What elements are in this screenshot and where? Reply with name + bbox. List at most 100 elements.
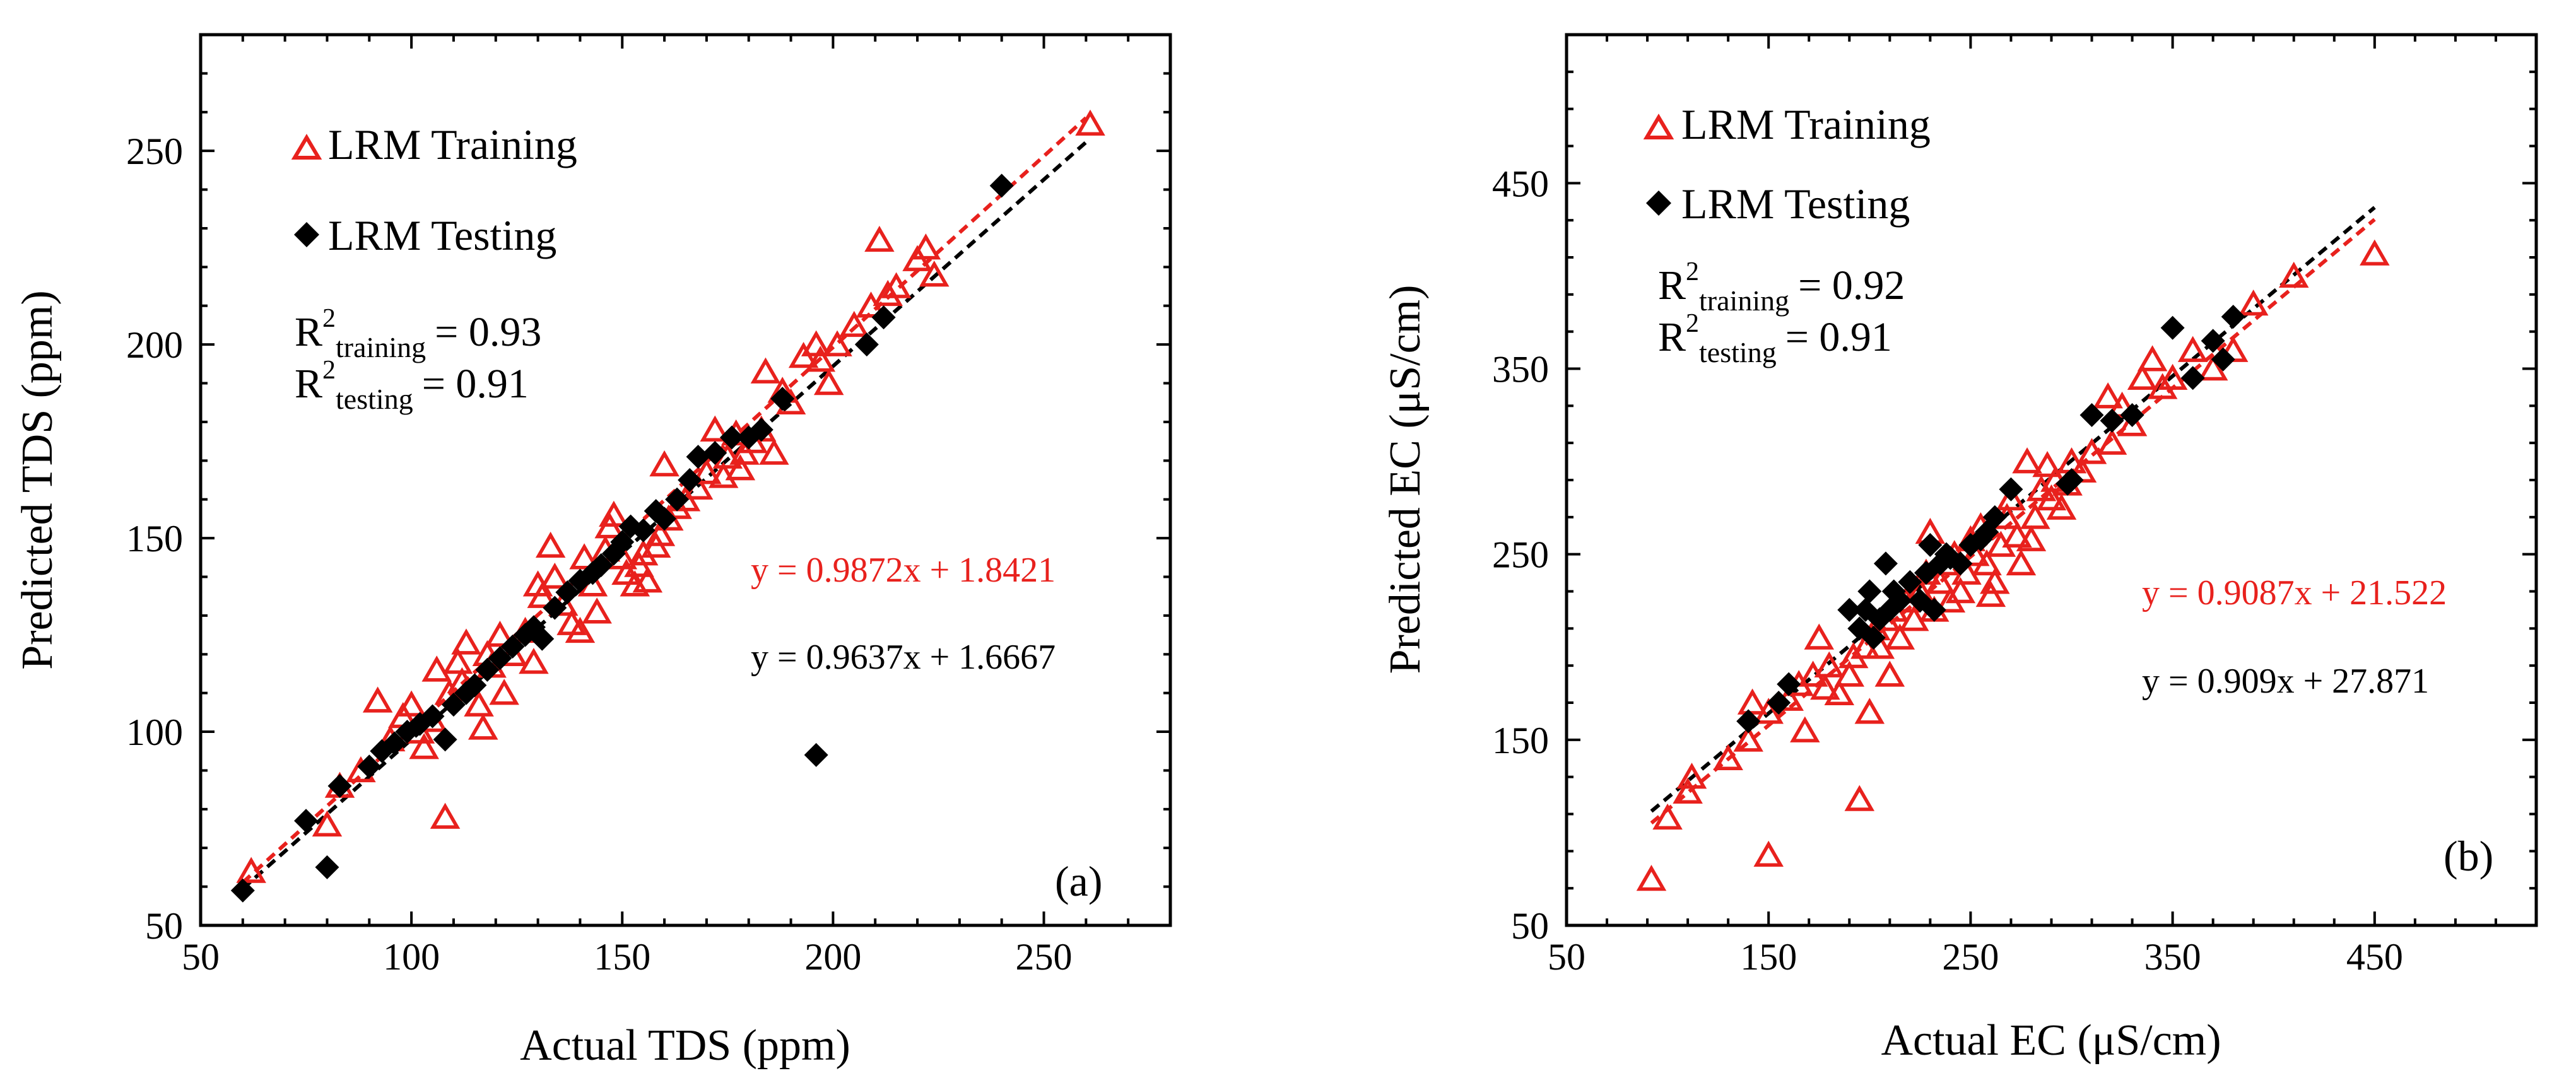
y-tick-label: 250 (126, 131, 183, 172)
training-point (396, 690, 426, 717)
testing-point (1857, 579, 1882, 604)
training-point (1713, 744, 1743, 770)
x-tick-label: 450 (2346, 936, 2403, 978)
testing-point (1736, 709, 1761, 734)
testing-point (2160, 315, 2185, 340)
testing-point (1898, 570, 1922, 594)
training-point (1673, 777, 1703, 804)
r2-testing-text: R2testing = 0.91 (1658, 309, 1892, 368)
training-point (1804, 623, 1835, 650)
training-point (649, 450, 679, 477)
training-point (759, 438, 789, 465)
testing-point (720, 425, 744, 450)
training-point (527, 582, 558, 608)
panel-b-y-axis-title: Predicted EC (μS/cm) (1381, 285, 1430, 674)
testing-point (2079, 403, 2104, 428)
training-point (2016, 525, 2047, 551)
training-point (1899, 605, 1929, 631)
legend-training-label: LRM Training (1681, 100, 1931, 148)
training-point (691, 458, 722, 484)
y-tick-label: 150 (1492, 720, 1549, 761)
training-point (1925, 568, 1956, 594)
panel-b-points (1636, 239, 2390, 891)
panel-b: 50 150 250 350 450 50 150 250 350 450 LRM Trainin… (1381, 33, 2538, 1065)
panel-a-x-axis-title: Actual TDS (ppm) (520, 1021, 850, 1070)
panel-b-x-axis-title: Actual EC (μS/cm) (1881, 1016, 2221, 1065)
training-point (1075, 109, 1105, 136)
testing-point (989, 173, 1014, 198)
training-point (2278, 261, 2309, 288)
training-point (1814, 651, 1845, 677)
y-tick-label: 450 (1492, 163, 1549, 204)
y-tick-label: 50 (1511, 905, 1549, 947)
equation-training: y = 0.9872x + 1.8421 (751, 551, 1056, 590)
testing-point (1767, 691, 1791, 715)
testing-point (420, 704, 445, 729)
legend-training-marker-icon (1643, 114, 1674, 139)
training-point (725, 454, 756, 481)
testing-point (357, 754, 382, 779)
y-tick-label: 50 (145, 905, 183, 947)
testing-point (315, 855, 339, 879)
testing-point (589, 553, 613, 578)
training-point (881, 272, 912, 298)
y-tick-label: 100 (126, 712, 183, 753)
testing-point (327, 773, 352, 798)
training-point (864, 225, 895, 252)
testing-point (2180, 366, 2205, 390)
testing-point (1999, 477, 2023, 501)
panel-a-points (230, 109, 1105, 903)
x-tick-label: 150 (1740, 936, 1797, 978)
training-point (1854, 698, 1885, 724)
y-tick-label: 200 (126, 324, 183, 366)
training-point (1975, 580, 2006, 607)
panel-b-tick-labels: 50 150 250 350 450 50 150 250 350 450 (1492, 163, 2403, 978)
testing-point (686, 445, 710, 469)
training-point (822, 330, 852, 356)
testing-point (749, 418, 773, 442)
training-point (813, 369, 844, 396)
training-point (2036, 484, 2067, 511)
training-point (611, 558, 642, 585)
panel-a-legend: LRM Training LRM Testing (291, 120, 577, 259)
testing-point (475, 657, 500, 682)
training-point (632, 566, 663, 593)
testing-point (1861, 626, 1886, 650)
equation-testing: y = 0.9637x + 1.6667 (751, 638, 1056, 677)
equation-testing: y = 0.909x + 27.871 (2142, 662, 2429, 701)
testing-point (2201, 329, 2225, 353)
training-point (1790, 716, 1820, 742)
training-point (535, 531, 566, 558)
testing-point (462, 673, 487, 698)
panel-b-r2: R2training = 0.92 R2testing = 0.91 (1658, 257, 1905, 368)
training-point (236, 857, 266, 883)
training-point (1834, 660, 1865, 687)
testing-point (230, 878, 255, 903)
testing-point (2221, 305, 2245, 329)
legend-testing-marker-icon (294, 222, 319, 247)
training-point (582, 597, 612, 624)
testing-point (804, 742, 828, 767)
x-tick-label: 250 (1942, 936, 1999, 978)
training-point (2020, 503, 2050, 529)
panel-a-r2: R2training = 0.93 R2testing = 0.91 (295, 304, 541, 415)
r2-testing-text: R2testing = 0.91 (295, 356, 529, 415)
testing-point (2100, 408, 2124, 433)
panel-b-tick-marks (1565, 33, 2538, 927)
training-point (1996, 484, 2026, 511)
x-tick-label: 50 (1548, 936, 1585, 978)
legend-testing-label: LRM Testing (1681, 180, 1910, 228)
training-point (700, 415, 731, 442)
training-point (1810, 673, 1840, 700)
r2-training-text: R2training = 0.93 (295, 304, 541, 363)
panel-label-b: (b) (2444, 832, 2493, 880)
training-point (1844, 785, 1875, 811)
training-point (599, 500, 629, 527)
testing-point (1982, 505, 2007, 529)
testing-point (530, 626, 555, 651)
testing-point (543, 595, 567, 620)
testing-point (500, 634, 525, 659)
panel-a: 50 100 150 200 250 50 100 150 200 250 LRM Trainin… (13, 33, 1172, 1070)
training-point (919, 261, 950, 287)
training-point (539, 562, 570, 589)
